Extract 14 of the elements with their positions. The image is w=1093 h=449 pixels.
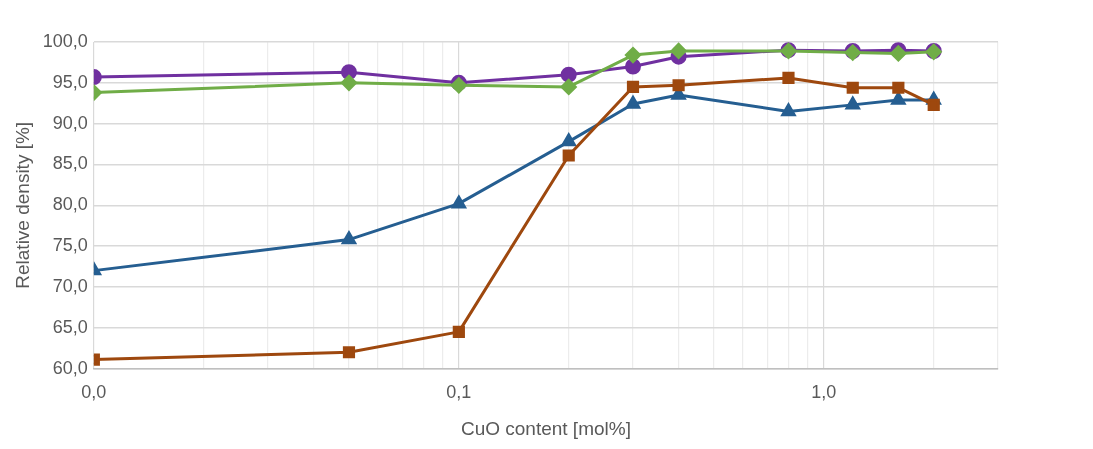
y-tick-label: 65,0 xyxy=(52,316,88,337)
y-tick-label: 100,0 xyxy=(42,30,88,51)
x-tick-label: 1,0 xyxy=(811,382,837,403)
y-tick-label: 85,0 xyxy=(52,153,88,174)
x-axis-title: CuO content [mol%] xyxy=(460,417,631,439)
y-tick-label: 70,0 xyxy=(52,275,88,296)
x-tick-label: 0,0 xyxy=(81,382,107,403)
y-tick-label: 60,0 xyxy=(52,357,88,378)
y-tick-label: 95,0 xyxy=(52,71,88,92)
y-tick-label: 90,0 xyxy=(52,112,88,133)
y-tick-label: 75,0 xyxy=(52,235,88,256)
y-axis-title: Relative density [%] xyxy=(11,121,33,289)
y-tick-label: 80,0 xyxy=(52,194,88,215)
x-tick-label: 0,1 xyxy=(446,382,472,403)
